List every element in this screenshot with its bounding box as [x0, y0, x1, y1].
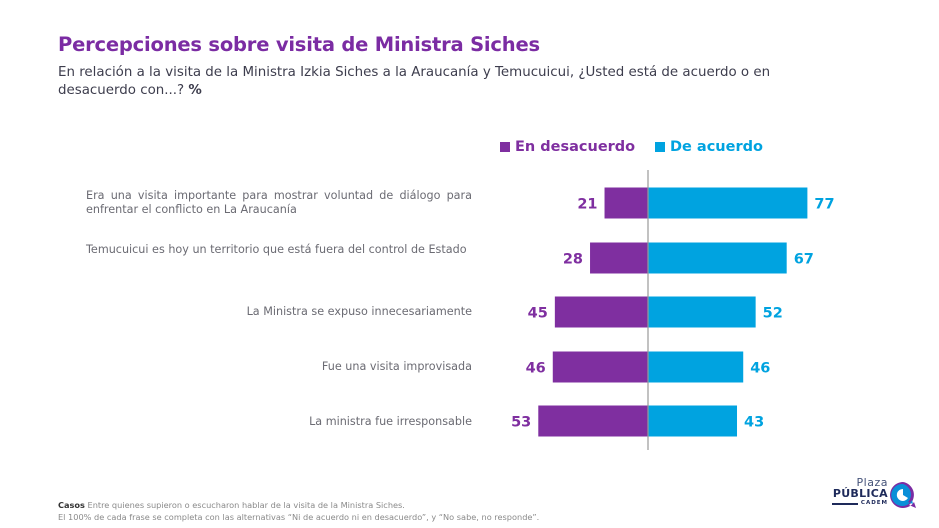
- bar-desacuerdo: [538, 405, 648, 437]
- value-label-acuerdo: 77: [814, 197, 834, 213]
- cases-label: Casos: [58, 500, 85, 510]
- value-label-desacuerdo: 45: [528, 306, 548, 322]
- value-label-desacuerdo: 21: [577, 197, 597, 213]
- unit-label: %: [188, 83, 202, 98]
- category-label: La Ministra se expuso innecesariamente: [246, 305, 472, 318]
- value-label-acuerdo: 52: [763, 306, 783, 322]
- bar-desacuerdo: [590, 242, 648, 274]
- legend-swatch-desacuerdo: [500, 142, 510, 152]
- logo-text-plaza: Plaza: [856, 476, 888, 489]
- legend-item-desacuerdo: En desacuerdo: [500, 139, 635, 155]
- logo-text-cadem: CADEM: [860, 500, 888, 506]
- value-label-acuerdo: 46: [750, 361, 770, 377]
- footer-note: El 100% de cada frase se completa con la…: [58, 511, 540, 522]
- bar-acuerdo: [648, 405, 738, 437]
- legend-label-desacuerdo: En desacuerdo: [515, 139, 636, 155]
- legend-swatch-acuerdo: [655, 142, 665, 152]
- bar-desacuerdo: [604, 187, 648, 219]
- logo-underline: [832, 503, 858, 505]
- category-label: La ministra fue irresponsable: [309, 415, 472, 428]
- category-label: Fue una visita improvisada: [321, 360, 472, 373]
- legend-item-acuerdo: De acuerdo: [655, 139, 763, 155]
- bar-desacuerdo: [552, 351, 648, 383]
- value-label-acuerdo: 67: [794, 252, 814, 268]
- category-label: Era una visita importante para mostrar v…: [86, 189, 472, 216]
- cases-text: Entre quienes supieron o escucharon habl…: [87, 500, 405, 510]
- value-label-acuerdo: 43: [744, 415, 764, 431]
- page-title: Percepciones sobre visita de Ministra Si…: [58, 33, 540, 56]
- bar-acuerdo: [648, 296, 756, 328]
- value-label-desacuerdo: 53: [511, 415, 531, 431]
- bar-acuerdo: [648, 242, 787, 274]
- question-text: En relación a la visita de la Ministra I…: [58, 65, 771, 98]
- bar-acuerdo: [648, 351, 744, 383]
- question-subtitle: En relación a la visita de la Ministra I…: [58, 64, 818, 100]
- legend-label-acuerdo: De acuerdo: [670, 139, 763, 155]
- plaza-publica-cadem-logo: Plaza PÚBLICA CADEM: [830, 476, 920, 512]
- bar-desacuerdo: [554, 296, 648, 328]
- speech-bubble-logo-icon: [890, 482, 916, 508]
- value-label-desacuerdo: 28: [563, 252, 583, 268]
- footer-cases: Casos Entre quienes supieron o escucharo…: [58, 500, 539, 512]
- logo-text-publica: PÚBLICA: [832, 487, 888, 500]
- value-label-desacuerdo: 46: [526, 361, 546, 377]
- bar-acuerdo: [648, 187, 808, 219]
- footer-notes: Casos Entre quienes supieron o escucharo…: [58, 500, 539, 523]
- category-label: Temucuicui es hoy un territorio que está…: [86, 243, 467, 256]
